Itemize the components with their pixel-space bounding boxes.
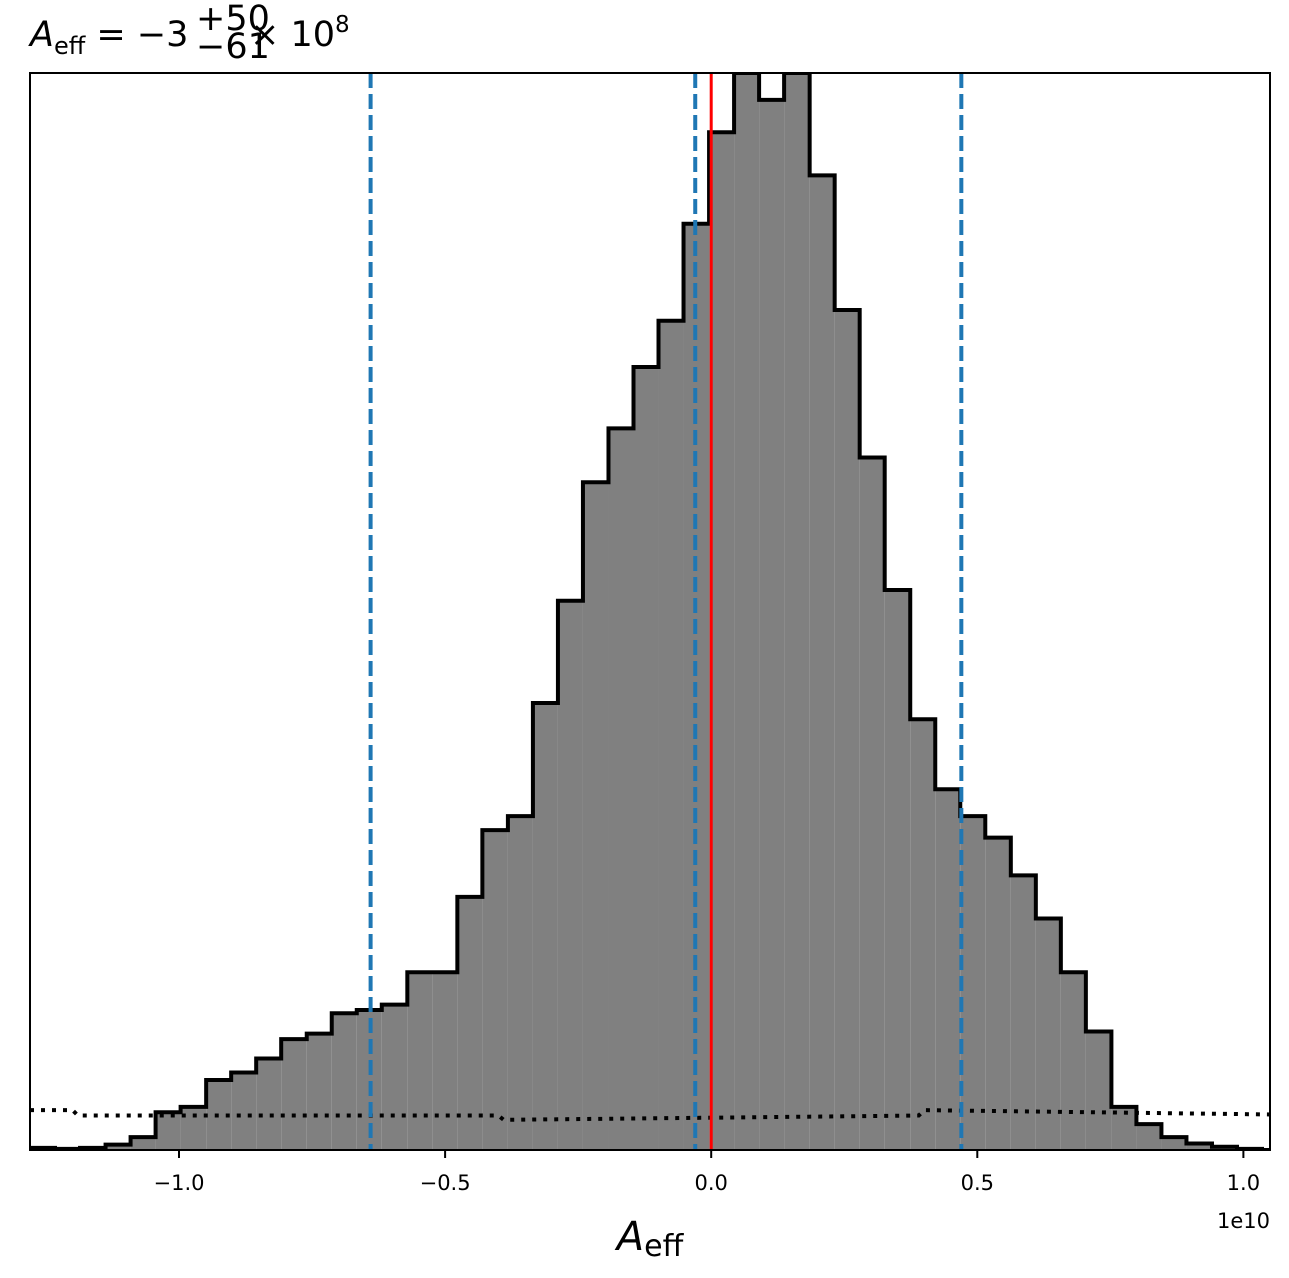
axes-frame — [29, 72, 1271, 1151]
x-tick-label: 0.5 — [961, 1171, 994, 1195]
histogram-bar — [482, 830, 508, 1150]
histogram-bar — [381, 1004, 408, 1150]
histogram-bar — [281, 1039, 307, 1150]
histogram-bar — [557, 600, 583, 1150]
histogram-bar — [910, 719, 936, 1150]
x-axis-label-symbol: A — [614, 1214, 644, 1260]
histogram-bar — [658, 320, 684, 1150]
chart-title: Aeff = −3 +50 −61 × 108 — [28, 0, 350, 67]
histogram-bar — [130, 1137, 156, 1150]
histogram-bar — [306, 1033, 332, 1150]
histogram-bar — [834, 309, 860, 1150]
histogram-outline — [30, 73, 1270, 1150]
histogram-bar — [180, 1106, 207, 1150]
histogram-bar — [507, 816, 533, 1150]
histogram-bar — [1060, 972, 1086, 1150]
histogram-bar — [1035, 918, 1061, 1150]
histogram-bar — [1010, 875, 1036, 1150]
histogram-bar — [256, 1058, 282, 1150]
histogram-bar — [759, 99, 785, 1150]
histogram-bar — [582, 482, 609, 1150]
title-symbol: A — [28, 15, 54, 55]
svg-text:× 108: × 108 — [250, 12, 350, 55]
histogram-bar — [457, 896, 483, 1150]
plot-area — [30, 73, 1270, 1150]
prior-dotted-line — [30, 1108, 1270, 1122]
x-offset-label: 1e10 — [1217, 1209, 1270, 1233]
title-symbol-sub: eff — [54, 32, 86, 60]
histogram-bar — [1186, 1143, 1212, 1150]
title-sub: −61 — [196, 27, 270, 67]
histogram-bar — [734, 73, 760, 1150]
histogram-bar — [407, 972, 433, 1150]
x-tick-label: 0.0 — [694, 1171, 727, 1195]
histogram-bar — [884, 589, 911, 1150]
histogram-bar — [985, 837, 1011, 1150]
x-axis-label-sub: eff — [644, 1229, 684, 1264]
histogram-bar — [633, 367, 659, 1150]
histogram-bar — [709, 132, 735, 1150]
histogram-bar — [960, 816, 986, 1150]
histogram-bar — [532, 703, 558, 1150]
svg-text:Aeff = −3: Aeff = −3 — [28, 15, 188, 60]
x-tick-label: −0.5 — [420, 1171, 471, 1195]
histogram-bar — [809, 175, 835, 1150]
histogram-bar — [1136, 1124, 1162, 1150]
histogram-bar — [784, 73, 810, 1150]
title-equals: = −3 — [85, 15, 188, 55]
title-exp: 8 — [335, 12, 350, 38]
x-tick-label: 1.0 — [1227, 1171, 1260, 1195]
x-axis-label: Aeff — [614, 1214, 685, 1264]
histogram-bar — [231, 1072, 257, 1150]
title-times: × 10 — [250, 15, 335, 55]
histogram-bar — [155, 1112, 181, 1150]
histogram-bar — [432, 972, 458, 1150]
histogram-bar — [608, 428, 634, 1150]
x-tick-label: −1.0 — [154, 1171, 205, 1195]
histogram-bar — [105, 1144, 131, 1150]
title-sup: +50 — [196, 0, 270, 39]
x-axis-ticks: −1.0 −0.5 0.0 0.5 1.0 — [154, 1150, 1260, 1195]
histogram-bar — [935, 789, 961, 1150]
histogram-bar — [1085, 1031, 1112, 1150]
histogram-bar — [859, 457, 885, 1150]
histogram-bar — [1161, 1137, 1187, 1150]
histogram-bar — [331, 1013, 357, 1150]
